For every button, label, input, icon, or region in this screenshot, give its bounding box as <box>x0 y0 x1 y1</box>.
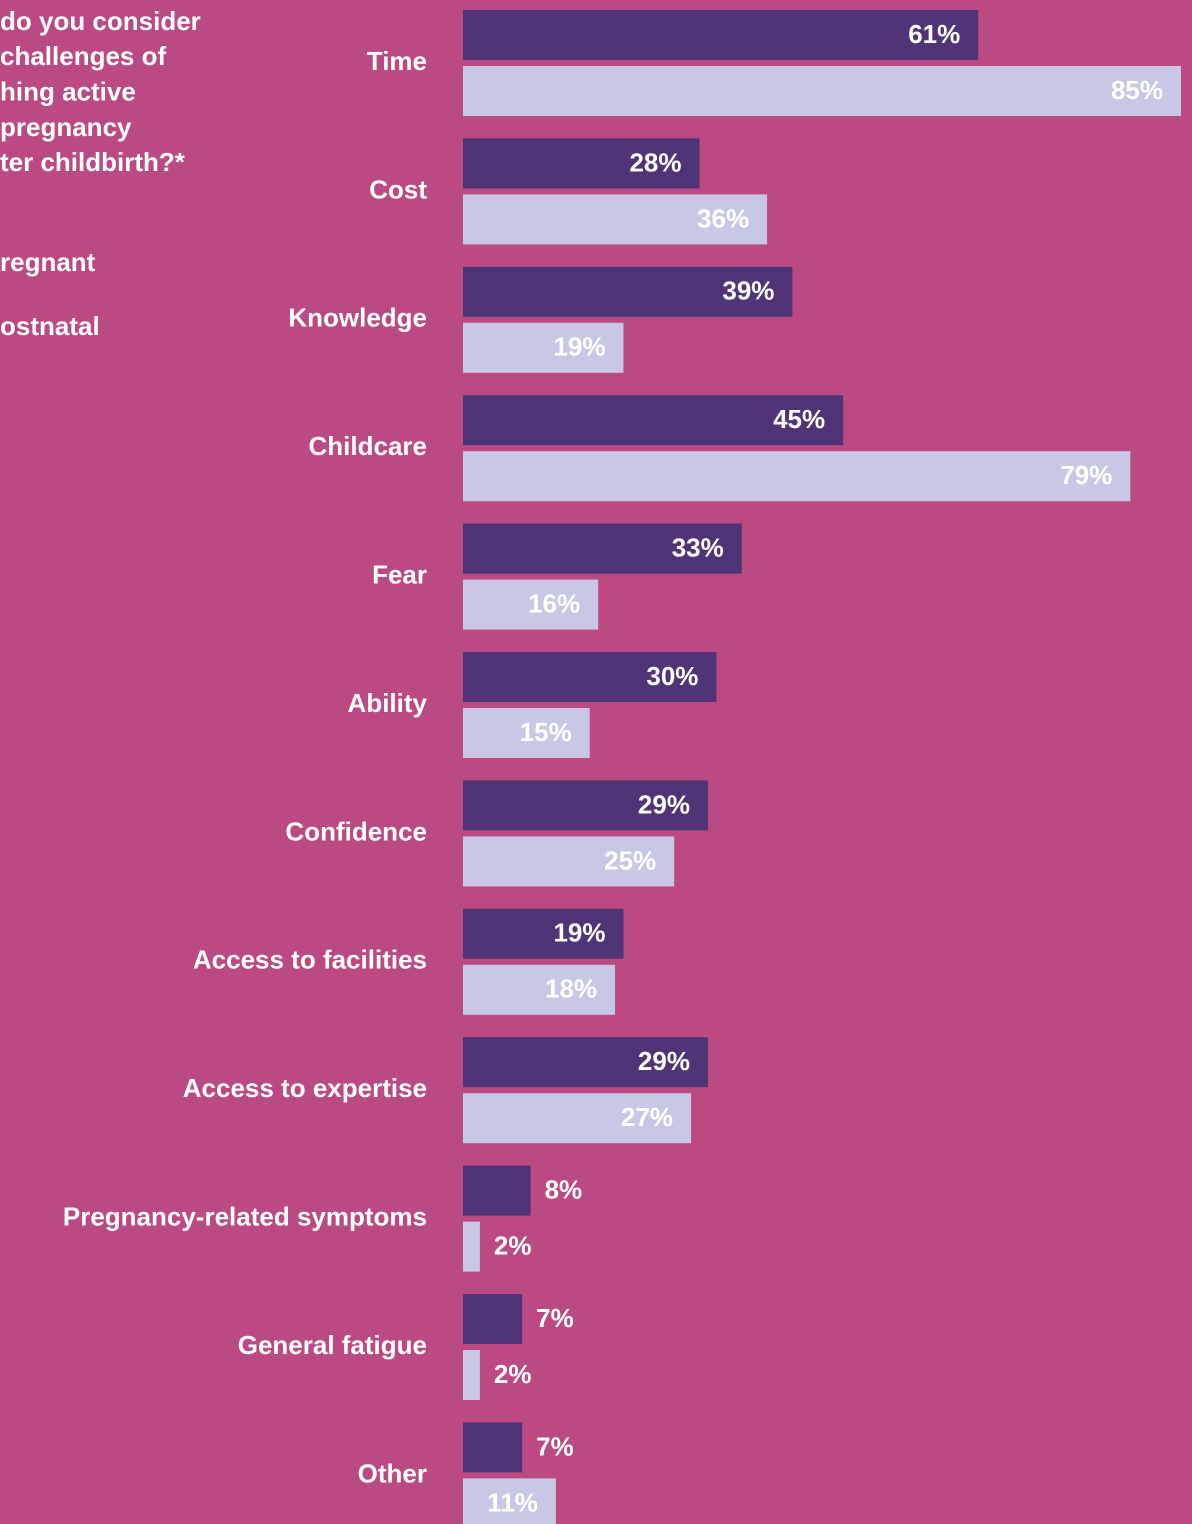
bar <box>463 836 675 887</box>
value-label: 11% <box>487 1487 538 1517</box>
bar <box>463 1422 523 1473</box>
bar <box>463 964 616 1015</box>
bar <box>463 579 599 630</box>
value-label: 2% <box>494 1230 532 1260</box>
category-label: Ability <box>348 688 428 718</box>
bar <box>463 322 624 373</box>
bar <box>463 10 979 60</box>
value-label: 25% <box>604 845 656 875</box>
bar <box>463 1294 523 1344</box>
category-label: General fatigue <box>238 1330 427 1360</box>
category-label: Cost <box>369 174 427 204</box>
bar <box>463 708 590 758</box>
value-label: 2% <box>494 1359 532 1389</box>
bar <box>463 1093 692 1144</box>
bar <box>463 780 708 831</box>
bar <box>463 395 844 446</box>
value-label: 8% <box>545 1174 583 1204</box>
category-label: Time <box>367 46 427 76</box>
category-label: Childcare <box>309 431 428 461</box>
value-label: 30% <box>646 661 698 691</box>
value-label: 39% <box>722 276 774 306</box>
bar <box>463 1221 480 1272</box>
category-label: Fear <box>372 559 427 589</box>
value-label: 61% <box>908 19 960 49</box>
bar <box>463 908 624 959</box>
bar <box>463 66 1181 116</box>
value-label: 79% <box>1060 460 1112 490</box>
bar <box>463 523 742 574</box>
category-label: Access to expertise <box>183 1073 427 1103</box>
bar <box>463 1478 556 1524</box>
bar <box>463 1037 708 1088</box>
title-line: hing active <box>0 76 136 106</box>
value-label: 19% <box>553 918 605 948</box>
value-label: 16% <box>528 588 580 618</box>
value-label: 7% <box>536 1431 574 1461</box>
category-label: Confidence <box>285 816 427 846</box>
bar <box>463 1350 480 1400</box>
title-line: challenges of <box>0 41 166 71</box>
bar <box>463 652 717 702</box>
value-label: 29% <box>638 1046 690 1076</box>
legend-label: regnant <box>0 247 96 277</box>
value-label: 45% <box>773 404 825 434</box>
category-label: Access to facilities <box>193 945 427 975</box>
value-label: 19% <box>553 332 605 362</box>
category-label: Other <box>358 1458 427 1488</box>
value-label: 36% <box>697 203 749 233</box>
bar <box>463 138 700 189</box>
bar <box>463 266 793 317</box>
title-line: ter childbirth?* <box>0 147 186 177</box>
value-label: 7% <box>536 1303 574 1333</box>
bar <box>463 451 1131 502</box>
bar <box>463 1165 531 1216</box>
title-line: do you consider <box>0 6 201 36</box>
category-label: Pregnancy-related symptoms <box>63 1201 427 1231</box>
title-line: pregnancy <box>0 112 132 142</box>
value-label: 28% <box>629 147 681 177</box>
value-label: 33% <box>672 532 724 562</box>
value-label: 15% <box>520 717 572 747</box>
bar <box>463 194 768 245</box>
value-label: 27% <box>621 1102 673 1132</box>
value-label: 29% <box>638 789 690 819</box>
legend-label: ostnatal <box>0 311 100 341</box>
value-label: 18% <box>545 974 597 1004</box>
value-label: 85% <box>1111 75 1163 105</box>
category-label: Knowledge <box>288 303 427 333</box>
